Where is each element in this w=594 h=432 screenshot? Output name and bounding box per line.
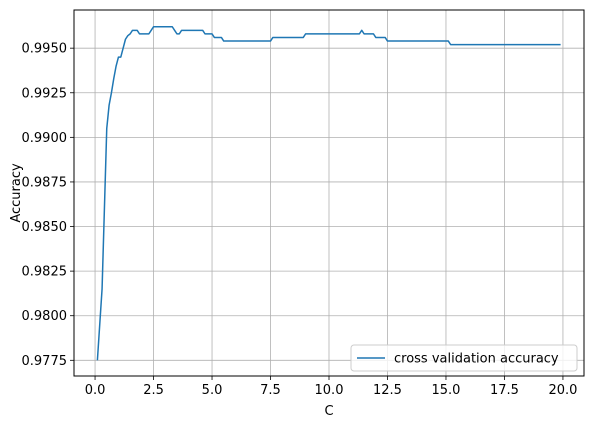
x-tick-label: 10.0	[315, 383, 344, 398]
legend: cross validation accuracy	[350, 344, 578, 372]
y-tick-label: 0.9925	[22, 86, 68, 101]
y-axis-label: Accuracy	[9, 163, 24, 223]
y-tick-label: 0.9950	[22, 42, 68, 57]
x-tick-label: 15.0	[431, 383, 460, 398]
x-tick-label: 5.0	[202, 383, 223, 398]
y-tick-label: 0.9900	[22, 131, 68, 146]
x-tick-label: 0.0	[85, 383, 106, 398]
x-tick-label: 2.5	[143, 383, 164, 398]
y-tick-label: 0.9825	[22, 265, 68, 280]
x-tick-label: 12.5	[373, 383, 402, 398]
x-axis: 0.0 2.5 5.0 7.5 10.0 12.5 15.0 17.5 20.0	[85, 376, 577, 398]
x-tick-label: 7.5	[260, 383, 281, 398]
y-tick-label: 0.9800	[22, 309, 68, 324]
y-tick-label: 0.9875	[22, 175, 68, 190]
series-line	[96, 26, 561, 361]
x-axis-label: C	[324, 404, 333, 419]
x-tick-label: 20.0	[548, 383, 577, 398]
y-axis: 0.9775 0.9800 0.9825 0.9850 0.9875 0.9900 0.99…	[22, 42, 74, 369]
series-layer	[96, 26, 561, 361]
legend-label: cross validation accuracy	[394, 352, 559, 367]
y-tick-label: 0.9850	[22, 220, 68, 235]
x-tick-label: 17.5	[490, 383, 519, 398]
y-tick-label: 0.9775	[22, 354, 68, 369]
legend-box	[350, 344, 578, 372]
